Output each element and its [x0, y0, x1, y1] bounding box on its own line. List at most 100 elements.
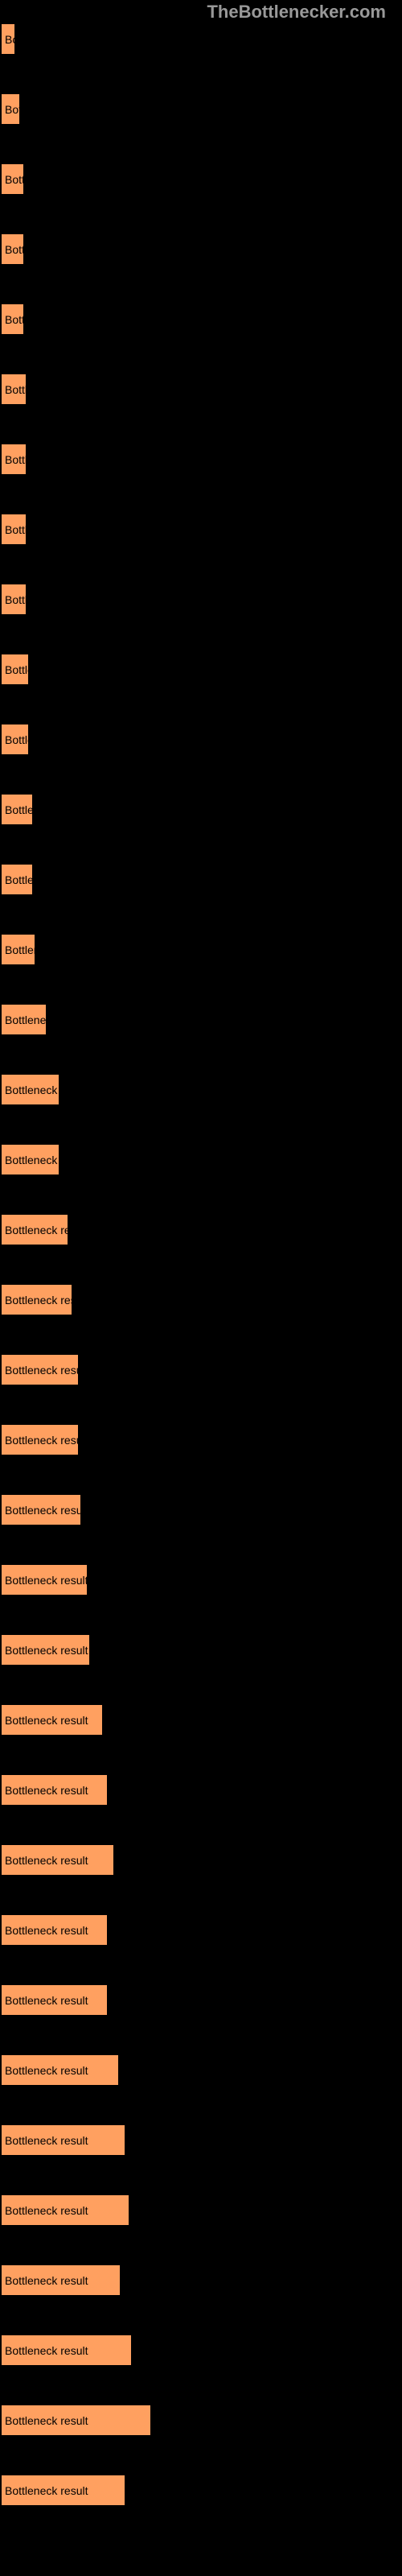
bar: Bottle	[2, 444, 26, 474]
bar: Bottleneck resu	[2, 1075, 59, 1104]
bar: Bottleneck result	[2, 2475, 125, 2505]
watermark-text: TheBottlenecker.com	[207, 2, 386, 23]
bar-label: Bottleneck result	[5, 2134, 88, 2147]
bar: Bottleneck result	[2, 1985, 107, 2015]
bar-row: Bo	[2, 24, 402, 54]
bar: Bottl	[2, 304, 23, 334]
bar-row: Bott	[2, 94, 402, 124]
bar-row: Bottle	[2, 654, 402, 684]
bar-row: Bottleneck result	[2, 1915, 402, 1945]
bar: Bottleneck res	[2, 1145, 59, 1174]
bar-row: Bottleneck result	[2, 1775, 402, 1805]
bar-label: Bottleneck result	[5, 1714, 88, 1727]
bar-row: Bottleneck result	[2, 2335, 402, 2365]
bar-row: Bottleneck resu	[2, 1075, 402, 1104]
bar: Bottle	[2, 584, 26, 614]
bar: Bottleneck result	[2, 1705, 102, 1735]
bar-label: Bottleneck resu	[5, 1504, 80, 1517]
bar-label: Bottleneck res	[5, 1154, 59, 1166]
bar: Bottle	[2, 374, 26, 404]
bar: Bottleneck result	[2, 1565, 87, 1595]
bar: Bottlen	[2, 724, 28, 754]
bar-row: Bottleneck result	[2, 2475, 402, 2505]
bar: Bottleneck result	[2, 1635, 89, 1665]
bar-label: Bottle	[5, 593, 26, 606]
bar: Bottleneck result	[2, 2405, 150, 2435]
bar-row: Bottle	[2, 584, 402, 614]
bar: Bo	[2, 24, 14, 54]
bar: Bottleneck result	[2, 2125, 125, 2155]
bar-label: Bottleneck result	[5, 1644, 88, 1657]
bar-row: Bott	[2, 164, 402, 194]
bar-row: Bottl	[2, 234, 402, 264]
bar-row: Bottleneck result	[2, 2405, 402, 2435]
bar: Bottlene	[2, 795, 32, 824]
bar: Bottleneck result	[2, 2265, 120, 2295]
bar: Bottleneck result	[2, 2055, 118, 2085]
bar-label: Bottlene	[5, 873, 32, 886]
bar-row: Bottlene	[2, 935, 402, 964]
bar-row: Bottleneck result	[2, 1705, 402, 1735]
bar: Bott	[2, 164, 23, 194]
bar-row: Bottleneck result	[2, 1285, 402, 1315]
bar: Bottleneck result	[2, 1285, 72, 1315]
bar-label: Bottleneck result	[5, 2414, 88, 2427]
bar-label: Bottl	[5, 313, 23, 326]
bar-row: Bottleneck result	[2, 2125, 402, 2155]
bar-label: Bottle	[5, 453, 26, 466]
bar-label: Bottleneck result	[5, 1854, 88, 1867]
bar-label: Bottleneck resu	[5, 1084, 59, 1096]
bar-label: Bottleneck r	[5, 1013, 46, 1026]
bar-row: Bottle	[2, 374, 402, 404]
bar-label: Bottleneck result	[5, 1364, 78, 1377]
bar: Bott	[2, 94, 19, 124]
bar-row: Bottlene	[2, 795, 402, 824]
bar: Bottleneck resu	[2, 1495, 80, 1525]
bar-label: Bottleneck result	[5, 2344, 88, 2357]
bar-label: Bottleneck result	[5, 1574, 87, 1587]
bar-label: Bottlen	[5, 733, 28, 746]
bar-row: Bottleneck res	[2, 1145, 402, 1174]
bar-row: Bottleneck result	[2, 1845, 402, 1875]
bar-row: Bottleneck result	[2, 2265, 402, 2295]
bar-label: Bott	[5, 173, 23, 186]
bar-label: Bottl	[5, 243, 23, 256]
bar-label: Bottleneck result	[5, 2484, 88, 2497]
bar: Bottleneck r	[2, 1005, 46, 1034]
bar-label: Bo	[5, 33, 14, 46]
bar-label: Bottleneck result	[5, 1924, 88, 1937]
bar: Bottleneck result	[2, 1215, 68, 1245]
bar: Bottle	[2, 514, 26, 544]
bar-label: Bottle	[5, 663, 28, 676]
bar-label: Bottleneck result	[5, 1434, 78, 1447]
bar: Bottleneck result	[2, 1845, 113, 1875]
bar-label: Bottle	[5, 383, 26, 396]
bar: Bottleneck result	[2, 1775, 107, 1805]
bar: Bottleneck result	[2, 2195, 129, 2225]
bar: Bottleneck result	[2, 1915, 107, 1945]
bar-row: Bottleneck resu	[2, 1495, 402, 1525]
bar-label: Bottlene	[5, 943, 35, 956]
bar: Bottlene	[2, 935, 35, 964]
bar-label: Bottleneck result	[5, 2274, 88, 2287]
bar-row: Bottleneck result	[2, 1425, 402, 1455]
bar-label: Bottleneck result	[5, 1224, 68, 1236]
bar-row: Bottl	[2, 304, 402, 334]
bar-row: Bottleneck result	[2, 1565, 402, 1595]
bar-label: Bott	[5, 103, 19, 116]
bar: Bottleneck result	[2, 1355, 78, 1385]
bar-row: Bottleneck result	[2, 1355, 402, 1385]
bar: Bottle	[2, 654, 28, 684]
bar-row: Bottleneck result	[2, 2195, 402, 2225]
bar-row: Bottleneck result	[2, 1635, 402, 1665]
bar-row: Bottleneck r	[2, 1005, 402, 1034]
bar: Bottleneck result	[2, 2335, 131, 2365]
bar-label: Bottleneck result	[5, 1994, 88, 2007]
bar-row: Bottleneck result	[2, 1985, 402, 2015]
bar-row: Bottleneck result	[2, 2055, 402, 2085]
bar-row: Bottlen	[2, 724, 402, 754]
bar-label: Bottleneck result	[5, 1784, 88, 1797]
bar-row: Bottlene	[2, 865, 402, 894]
bar: Bottlene	[2, 865, 32, 894]
bar-label: Bottleneck result	[5, 2204, 88, 2217]
